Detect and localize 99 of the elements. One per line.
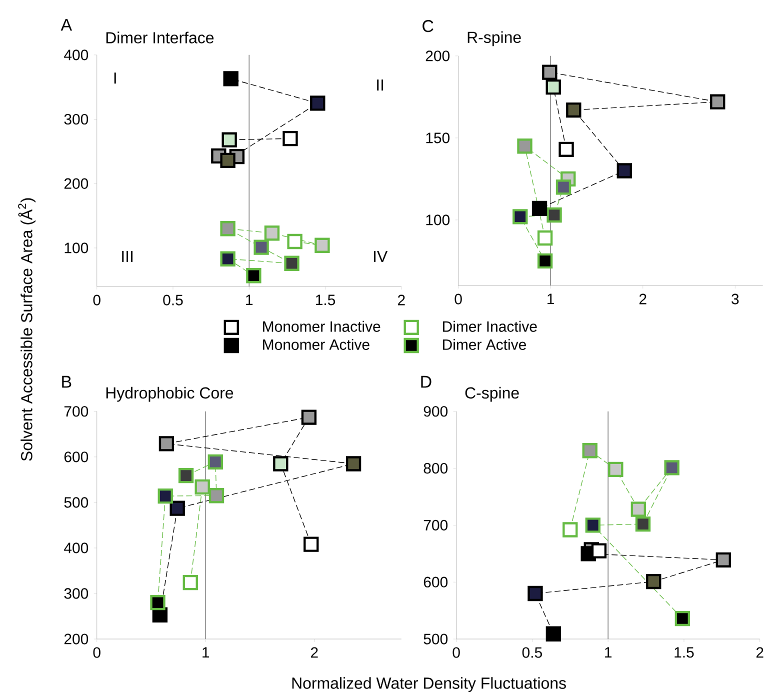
x-tick-label: 2 — [756, 647, 764, 658]
point — [178, 468, 194, 484]
point — [246, 268, 262, 284]
annotation: IV — [374, 250, 388, 262]
point — [304, 536, 319, 552]
y-tick-label: 900 — [424, 406, 448, 417]
point — [314, 238, 330, 253]
point — [346, 456, 362, 472]
x-tick-label: 0.5 — [163, 294, 183, 306]
point — [220, 251, 236, 266]
point — [264, 226, 280, 241]
y-tick-label: 100 — [426, 214, 450, 226]
point — [282, 130, 298, 146]
point — [310, 96, 326, 111]
y-tick-label: 700 — [424, 520, 448, 530]
y-tick-label: 600 — [64, 452, 88, 462]
x-tick-label: 1 — [605, 647, 612, 658]
point — [254, 240, 269, 255]
y-tick-label: 200 — [64, 178, 88, 189]
y-tick-label: 500 — [424, 634, 448, 644]
x-tick-label: 0 — [452, 647, 460, 658]
x-tick-label: 1 — [548, 294, 554, 304]
point — [528, 586, 543, 602]
point — [194, 479, 210, 495]
y-tick-label: 400 — [64, 50, 88, 60]
chart-title: C — [422, 20, 434, 32]
legend-label: Dimer Inactive — [443, 320, 537, 332]
point — [287, 234, 302, 250]
y-tick-label: 200 — [64, 634, 88, 644]
y-tick-label: 500 — [64, 497, 88, 508]
x-tick-label: 1 — [202, 647, 210, 658]
point — [556, 180, 572, 195]
legend-label: Dimer Active — [443, 338, 526, 350]
chart-subtitle: C-spine — [465, 386, 519, 402]
point — [208, 454, 223, 470]
y-tick-label: 200 — [426, 50, 450, 62]
x-tick-label: 2 — [639, 294, 646, 304]
point — [546, 207, 562, 223]
annotation: II — [377, 80, 384, 91]
point — [301, 410, 317, 425]
point — [273, 456, 288, 472]
point — [630, 502, 646, 517]
y-tick-label: 300 — [64, 588, 88, 599]
legend-label: Monomer Inactive — [263, 320, 380, 332]
chart-subtitle: R-spine — [468, 31, 521, 46]
point — [585, 518, 600, 533]
y-tick-label: 100 — [64, 242, 88, 254]
point — [537, 253, 553, 269]
chart-subtitle: Dimer Interface — [106, 32, 214, 44]
chart-subtitle: Hydrophobic Core — [106, 386, 234, 402]
point — [182, 574, 198, 590]
point — [546, 79, 561, 95]
x-axis-title: Normalized Water Density Fluctuations — [292, 677, 566, 692]
annotation: I — [114, 72, 116, 84]
point — [710, 94, 726, 110]
point — [532, 200, 548, 216]
point — [608, 462, 624, 478]
x-tick-label: 0.5 — [522, 647, 542, 658]
point — [158, 436, 174, 452]
point — [646, 574, 662, 590]
chart-title: A — [60, 18, 72, 31]
annotation: III — [122, 250, 132, 262]
point — [512, 209, 528, 224]
point — [284, 256, 300, 271]
point — [537, 230, 553, 246]
point — [546, 626, 562, 642]
point — [223, 71, 238, 86]
point — [566, 102, 582, 118]
point — [558, 142, 574, 157]
x-tick-label: 1.5 — [674, 647, 694, 658]
x-tick-label: 0 — [454, 294, 462, 304]
point — [635, 516, 651, 532]
point — [674, 610, 690, 626]
y-tick-label: 300 — [64, 114, 88, 125]
y-tick-label: 700 — [64, 406, 88, 417]
point — [150, 595, 166, 610]
point — [158, 488, 173, 504]
x-tick-label: 1 — [246, 294, 253, 306]
y-axis-title: Solvent Accessible Surface Area (Å$^{2}$) — [18, 198, 36, 461]
x-tick-label: 2 — [398, 294, 405, 306]
x-tick-label: 2 — [310, 647, 318, 658]
legend-label: Monomer Active — [263, 338, 370, 350]
point — [222, 132, 237, 148]
x-tick-label: 3 — [732, 294, 739, 304]
x-tick-label: 0 — [93, 294, 100, 306]
x-tick-label: 1.5 — [316, 294, 336, 306]
point — [220, 152, 236, 168]
chart-title: D — [421, 376, 432, 388]
point — [542, 64, 558, 80]
y-tick-label: 150 — [426, 132, 450, 144]
y-tick-label: 800 — [424, 462, 448, 474]
y-tick-label: 600 — [424, 576, 448, 588]
point — [562, 522, 578, 538]
x-tick-label: 0 — [93, 647, 100, 658]
point — [591, 543, 607, 558]
point — [716, 552, 732, 568]
point — [664, 460, 680, 476]
y-tick-label: 400 — [64, 542, 88, 554]
chart-title: B — [62, 376, 72, 388]
